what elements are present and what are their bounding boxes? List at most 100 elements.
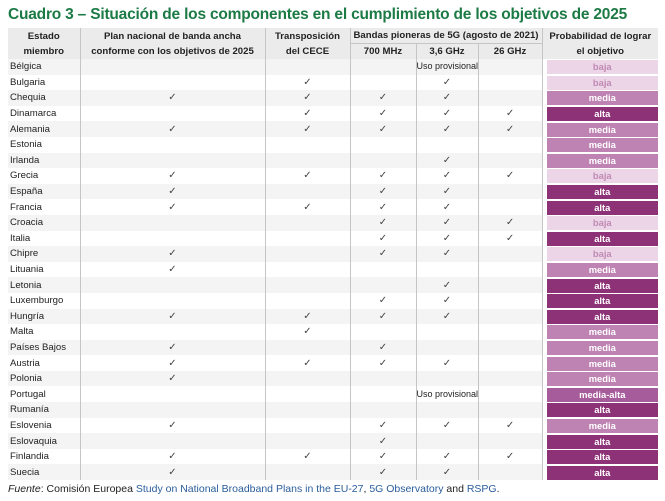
header-700mhz: 700 MHz — [349, 43, 416, 59]
empty-cell — [477, 355, 543, 371]
empty-cell — [264, 183, 350, 200]
country-name: Croacia — [8, 214, 80, 231]
table-row: Francia ✓ ✓ ✓ ✓ alta — [8, 199, 659, 215]
probability-cell: alta — [541, 183, 659, 200]
probability-cell: media — [541, 136, 659, 153]
empty-cell — [349, 152, 416, 169]
check-icon: ✓ — [349, 308, 416, 325]
check-icon: ✓ — [264, 324, 350, 340]
empty-cell — [477, 386, 543, 403]
empty-cell — [264, 277, 350, 293]
table-row: Chipre ✓ ✓ ✓ baja — [8, 246, 659, 262]
country-name: Finlandia — [8, 448, 80, 465]
source-label: Fuente — [8, 483, 41, 495]
check-icon: ✓ — [415, 417, 478, 434]
check-icon: ✓ — [349, 246, 416, 262]
header-state: Estado miembro — [8, 28, 80, 59]
probability-cell: media-alta — [541, 386, 659, 403]
probability-cell: alta — [541, 402, 659, 418]
empty-cell — [79, 152, 265, 169]
header-3-6ghz: 3,6 GHz — [415, 43, 478, 59]
empty-cell — [79, 277, 265, 293]
table-row: Bulgaria ✓ ✓ baja — [8, 74, 659, 91]
empty-cell — [349, 136, 416, 153]
probability-cell: alta — [541, 308, 659, 325]
check-icon: ✓ — [264, 448, 350, 465]
empty-cell — [79, 105, 265, 122]
table-row: Lituania ✓ media — [8, 261, 659, 278]
empty-cell — [415, 261, 478, 278]
check-icon: ✓ — [415, 152, 478, 169]
table-row: Rumanía alta — [8, 402, 659, 418]
source-note: Fuente: Comisión Europea Study on Nation… — [8, 483, 500, 495]
empty-cell — [264, 261, 350, 278]
check-icon: ✓ — [415, 199, 478, 215]
country-name: Chipre — [8, 246, 80, 262]
check-icon: ✓ — [477, 230, 543, 247]
check-icon: ✓ — [79, 168, 265, 184]
empty-cell — [264, 464, 350, 481]
check-icon: ✓ — [477, 448, 543, 465]
empty-cell — [477, 136, 543, 153]
probability-badge: baja — [546, 247, 659, 262]
probability-cell: alta — [541, 230, 659, 247]
empty-cell — [349, 370, 416, 387]
country-name: Lituania — [8, 261, 80, 278]
link-5g-observatory[interactable]: 5G Observatory — [369, 483, 444, 495]
check-icon: ✓ — [349, 183, 416, 200]
empty-cell — [415, 433, 478, 449]
empty-cell — [477, 59, 543, 75]
empty-cell — [349, 324, 416, 340]
country-name: Portugal — [8, 386, 80, 403]
probability-cell: baja — [541, 59, 659, 75]
empty-cell — [79, 59, 265, 75]
probability-badge: alta — [546, 278, 659, 293]
check-icon: ✓ — [79, 448, 265, 465]
probability-cell: baja — [541, 214, 659, 231]
country-name: Polonia — [8, 370, 80, 387]
probability-cell: media — [541, 90, 659, 106]
probability-cell: media — [541, 121, 659, 137]
table-row: Suecia ✓ ✓ ✓ alta — [8, 464, 659, 481]
link-rspg[interactable]: RSPG — [466, 483, 497, 495]
country-name: Luxemburgo — [8, 292, 80, 309]
probability-cell: media — [541, 339, 659, 356]
probability-badge: alta — [546, 185, 659, 200]
empty-cell — [79, 386, 265, 403]
check-icon: ✓ — [415, 308, 478, 325]
check-icon: ✓ — [79, 464, 265, 481]
header-probability: Probabilidad de lograr el objetivo — [541, 28, 659, 59]
probability-cell: baja — [541, 168, 659, 184]
probability-cell: alta — [541, 199, 659, 215]
empty-cell — [477, 433, 543, 449]
table-row: Malta ✓ media — [8, 324, 659, 340]
table-row: Chequia ✓ ✓ ✓ ✓ media — [8, 90, 659, 106]
check-icon: ✓ — [415, 230, 478, 247]
empty-cell — [477, 308, 543, 325]
country-name: Austria — [8, 355, 80, 371]
check-icon: ✓ — [477, 168, 543, 184]
country-name: Eslovenia — [8, 417, 80, 434]
country-name: Hungría — [8, 308, 80, 325]
check-icon: ✓ — [415, 90, 478, 106]
empty-cell — [264, 246, 350, 262]
table-row: Letonia ✓ alta — [8, 277, 659, 293]
probability-badge: media — [546, 263, 659, 278]
table-row: Dinamarca ✓ ✓ ✓ ✓ alta — [8, 105, 659, 122]
check-icon: ✓ — [264, 90, 350, 106]
header-plan: Plan nacional de banda ancha conforme co… — [79, 28, 265, 59]
empty-cell — [79, 324, 265, 340]
empty-cell — [79, 214, 265, 231]
country-name: Dinamarca — [8, 105, 80, 122]
probability-badge: media — [546, 138, 659, 153]
table-row: Croacia ✓ ✓ ✓ baja — [8, 214, 659, 231]
header-26ghz: 26 GHz — [477, 43, 543, 59]
probability-cell: alta — [541, 292, 659, 309]
check-icon: ✓ — [264, 308, 350, 325]
empty-cell — [349, 402, 416, 418]
country-name: Irlanda — [8, 152, 80, 169]
empty-cell — [477, 261, 543, 278]
check-icon: ✓ — [79, 261, 265, 278]
link-broadband-study[interactable]: Study on National Broadband Plans in the… — [135, 483, 364, 495]
check-icon: ✓ — [349, 292, 416, 309]
